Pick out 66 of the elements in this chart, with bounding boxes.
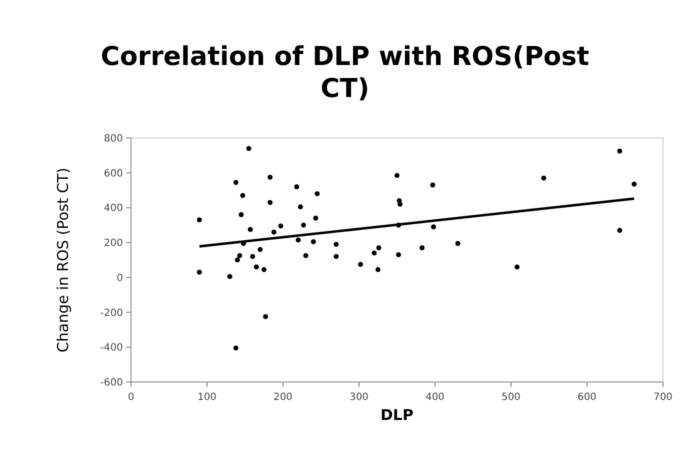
x-tick-label: 300 bbox=[349, 392, 369, 403]
point bbox=[334, 242, 339, 247]
point bbox=[310, 239, 316, 244]
point bbox=[278, 224, 284, 229]
x-tick-label: 600 bbox=[577, 392, 597, 403]
chart-title: Correlation of DLP with ROS(Post CT) bbox=[100, 42, 590, 104]
point bbox=[617, 228, 622, 233]
point bbox=[271, 230, 276, 235]
point bbox=[233, 346, 238, 351]
x-tick-label: 500 bbox=[501, 392, 521, 403]
point bbox=[455, 240, 460, 246]
point bbox=[314, 191, 320, 196]
point bbox=[376, 267, 380, 272]
point bbox=[376, 245, 382, 250]
point bbox=[262, 267, 266, 272]
point bbox=[420, 245, 425, 250]
x-axis-title: DLP bbox=[380, 406, 414, 424]
y-tick-label: 200 bbox=[104, 238, 123, 250]
point bbox=[263, 314, 268, 320]
point bbox=[250, 254, 256, 260]
x-tick-label: 100 bbox=[197, 392, 217, 403]
point bbox=[632, 182, 637, 187]
point bbox=[617, 148, 622, 154]
point bbox=[233, 180, 238, 185]
point bbox=[313, 216, 318, 221]
point bbox=[396, 222, 402, 228]
y-tick-label: -200 bbox=[100, 308, 123, 319]
x-tick-label: 200 bbox=[273, 392, 293, 403]
y-tick-label: 0 bbox=[116, 272, 123, 284]
point bbox=[248, 227, 253, 232]
point bbox=[196, 270, 202, 275]
point bbox=[303, 253, 308, 258]
point bbox=[514, 264, 520, 270]
y-tick-label: -600 bbox=[100, 378, 123, 388]
point bbox=[246, 146, 252, 151]
point bbox=[296, 237, 301, 242]
x-tick-label: 400 bbox=[425, 392, 445, 403]
point bbox=[430, 224, 436, 230]
y-tick-label: -400 bbox=[100, 342, 123, 354]
point bbox=[398, 202, 403, 207]
point bbox=[258, 247, 263, 252]
point bbox=[298, 204, 303, 210]
y-axis-title: Change in ROS (Post CT) bbox=[54, 168, 72, 352]
point bbox=[237, 253, 242, 258]
point bbox=[334, 254, 339, 260]
point bbox=[372, 250, 377, 256]
point bbox=[238, 212, 244, 218]
point bbox=[396, 252, 402, 258]
point bbox=[234, 258, 240, 262]
x-tick-label: 0 bbox=[128, 392, 134, 403]
y-tick-label: 800 bbox=[104, 134, 123, 144]
point bbox=[394, 172, 400, 178]
point bbox=[254, 264, 259, 270]
point bbox=[240, 193, 246, 198]
point bbox=[268, 174, 273, 180]
point bbox=[227, 274, 232, 280]
y-tick-label: 400 bbox=[104, 203, 123, 214]
point bbox=[294, 184, 300, 190]
point bbox=[541, 176, 546, 181]
point bbox=[268, 200, 273, 205]
point bbox=[358, 262, 364, 267]
point bbox=[301, 222, 306, 228]
x-tick-label: 700 bbox=[653, 392, 673, 403]
y-tick-label: 600 bbox=[104, 168, 123, 180]
point bbox=[430, 182, 436, 188]
point bbox=[196, 217, 202, 222]
